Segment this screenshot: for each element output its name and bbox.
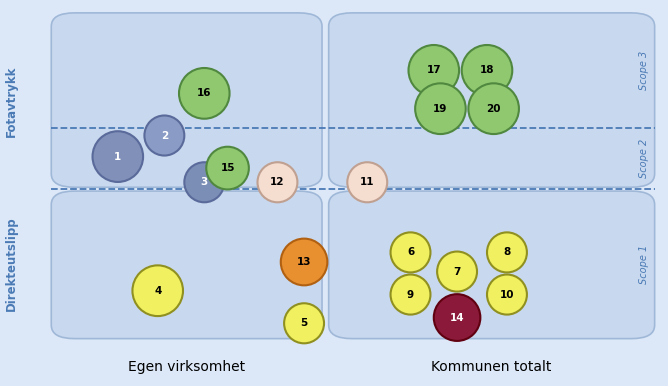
Text: 18: 18 bbox=[480, 65, 494, 75]
Ellipse shape bbox=[257, 162, 297, 202]
Text: 13: 13 bbox=[297, 257, 311, 267]
Ellipse shape bbox=[281, 239, 327, 285]
Text: 19: 19 bbox=[434, 104, 448, 114]
Text: 10: 10 bbox=[500, 290, 514, 300]
Ellipse shape bbox=[415, 83, 466, 134]
Ellipse shape bbox=[347, 162, 387, 202]
Text: 14: 14 bbox=[450, 313, 464, 323]
FancyBboxPatch shape bbox=[329, 191, 655, 339]
Ellipse shape bbox=[468, 83, 519, 134]
Ellipse shape bbox=[132, 265, 183, 316]
Ellipse shape bbox=[409, 45, 459, 96]
Text: 5: 5 bbox=[301, 318, 308, 328]
Text: 11: 11 bbox=[360, 177, 375, 187]
Text: 3: 3 bbox=[200, 177, 208, 187]
FancyBboxPatch shape bbox=[329, 13, 655, 187]
Text: 7: 7 bbox=[454, 267, 461, 276]
Ellipse shape bbox=[487, 274, 527, 315]
Ellipse shape bbox=[93, 131, 143, 182]
Ellipse shape bbox=[206, 147, 249, 190]
Ellipse shape bbox=[391, 232, 430, 273]
Ellipse shape bbox=[284, 303, 324, 343]
Text: 9: 9 bbox=[407, 290, 414, 300]
Text: 8: 8 bbox=[503, 247, 510, 257]
Text: Scope 3: Scope 3 bbox=[639, 51, 649, 90]
Ellipse shape bbox=[434, 294, 480, 341]
Ellipse shape bbox=[462, 45, 512, 96]
Text: Kommunen totalt: Kommunen totalt bbox=[432, 361, 552, 374]
Ellipse shape bbox=[437, 252, 477, 291]
Text: Scope 1: Scope 1 bbox=[639, 245, 649, 284]
Text: 16: 16 bbox=[197, 88, 212, 98]
Ellipse shape bbox=[391, 274, 430, 315]
Text: 1: 1 bbox=[114, 152, 122, 162]
Text: 2: 2 bbox=[161, 130, 168, 141]
Text: Egen virksomhet: Egen virksomhet bbox=[128, 361, 245, 374]
Ellipse shape bbox=[179, 68, 230, 119]
Text: Direkteutslipp: Direkteutslipp bbox=[5, 217, 18, 311]
Text: Fotavtrykk: Fotavtrykk bbox=[5, 65, 18, 137]
Text: Scope 2: Scope 2 bbox=[639, 139, 649, 178]
Text: 20: 20 bbox=[486, 104, 501, 114]
FancyBboxPatch shape bbox=[51, 13, 322, 187]
Ellipse shape bbox=[184, 162, 224, 202]
FancyBboxPatch shape bbox=[51, 191, 322, 339]
Text: 17: 17 bbox=[426, 65, 441, 75]
Ellipse shape bbox=[487, 232, 527, 273]
Text: 15: 15 bbox=[220, 163, 235, 173]
Text: 12: 12 bbox=[271, 177, 285, 187]
Ellipse shape bbox=[144, 115, 184, 156]
Text: 6: 6 bbox=[407, 247, 414, 257]
Text: 4: 4 bbox=[154, 286, 162, 296]
